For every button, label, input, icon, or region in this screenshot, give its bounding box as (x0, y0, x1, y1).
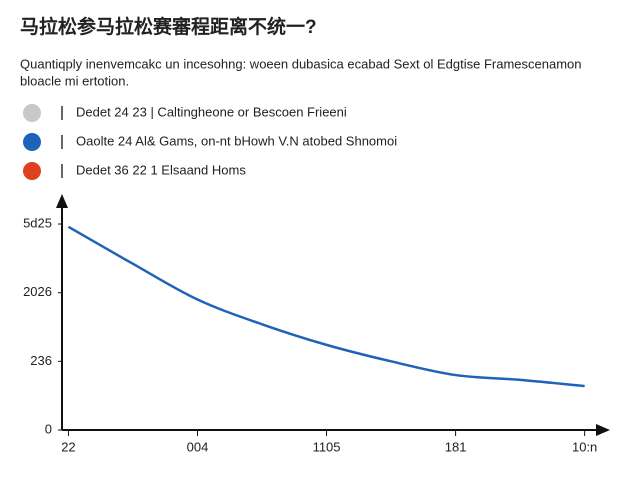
chart-title: 马拉松参马拉松赛審程距离不统一? (20, 15, 317, 38)
x-axis-arrow (596, 424, 610, 436)
legend-icon (23, 133, 41, 151)
x-tick-label: 1105 (313, 439, 341, 454)
y-tick-label: 236 (30, 353, 52, 368)
legend-label: Oaolte 24 Al& Gams, on-nt bHowh V.N atob… (76, 133, 397, 148)
x-tick-label: 004 (187, 439, 209, 454)
legend-label: Dedet 24 23 | Caltingheone or Bescoen Fr… (76, 104, 347, 119)
y-tick-label: 5d25 (23, 215, 52, 230)
legend-icon (23, 162, 41, 180)
legend-icon (23, 104, 41, 122)
y-tick-label: 0 (45, 421, 52, 436)
data-line (67, 225, 585, 388)
y-axis-arrow (56, 194, 68, 208)
subtitle: Quantiqply inenvemcakc un incesohng: woe… (20, 56, 582, 71)
subtitle: bloacle mi ertotion. (20, 73, 129, 88)
y-tick-label: 2026 (23, 284, 52, 299)
x-tick-label: 10:n (572, 439, 597, 454)
legend-label: Dedet 36 22 1 Elsaand Homs (76, 162, 246, 177)
x-tick-label: 22 (61, 439, 75, 454)
x-tick-label: 181 (445, 439, 467, 454)
